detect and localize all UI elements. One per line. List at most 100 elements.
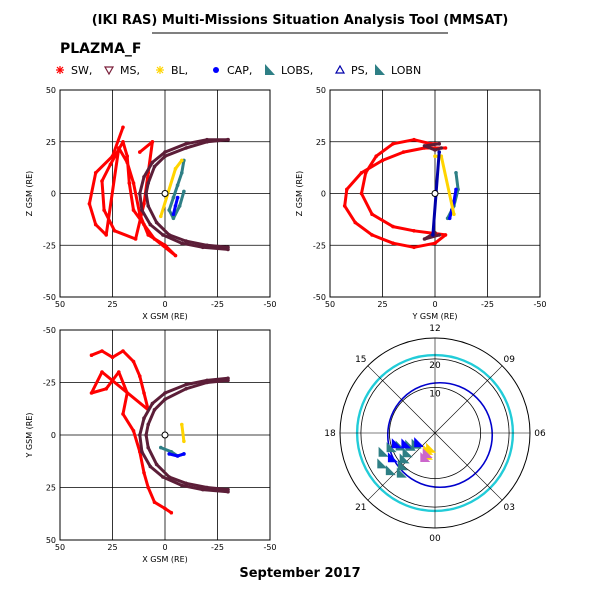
yz-x-tick-label: -25	[481, 300, 494, 309]
xy-series-0-point	[125, 391, 129, 395]
yz-series-0-point	[380, 158, 385, 163]
xy-series-0-point	[117, 370, 121, 374]
xz-series-0-point	[173, 253, 178, 258]
yz-series-0-point	[370, 212, 374, 216]
yz-series-1-point	[433, 148, 437, 152]
xz-series-0-point	[152, 237, 157, 241]
yz-series-0-point	[412, 137, 416, 142]
xy-series-0-point	[142, 391, 146, 395]
xz-y-tick-label: -25	[43, 241, 56, 250]
yz-series-3-point	[454, 171, 458, 175]
xy-series-0-point	[89, 353, 94, 358]
xz-series-4-point	[171, 212, 176, 216]
polar-clock-label: 00	[429, 534, 441, 544]
xy-series-0-point	[142, 471, 146, 475]
xz-series-5-point	[173, 166, 178, 171]
xz-series-0-point	[102, 208, 106, 212]
xy-x-tick-label: 50	[55, 543, 65, 552]
xy-series-4-point	[167, 452, 171, 456]
polar-series-0-point	[386, 442, 397, 453]
xy-series-0-point	[131, 429, 136, 433]
legend-item-4: LOBS,	[265, 64, 313, 77]
xy-series-2-point	[226, 376, 230, 381]
xz-series-0-point	[121, 125, 125, 130]
xz-series-0-point	[104, 233, 108, 237]
xz-series-2-point	[163, 150, 167, 154]
xy-series-1-point	[184, 387, 188, 391]
xy-panel: 50 25 0 -25 -50 -50 -25 0 25 50 X GSM (RE) Y GSM (R…	[25, 326, 277, 564]
polar-series-0-point	[396, 467, 407, 478]
xy-series-1-point	[146, 422, 150, 427]
date-label: September 2017	[239, 566, 360, 581]
xy-series-3-point	[159, 445, 163, 450]
xz-series-0-point	[131, 181, 136, 185]
yz-series-0-point	[391, 224, 395, 229]
yz-series-4-point	[447, 216, 452, 221]
xz-series-2-point	[150, 160, 155, 165]
yz-x-axis-title: Y GSM (RE)	[411, 312, 457, 321]
polar-clock-label: 06	[534, 429, 546, 439]
xy-x-tick-label: 25	[107, 543, 117, 552]
legend-symbol-wedge-4	[265, 64, 275, 75]
xy-series-2-point	[184, 382, 188, 387]
polar-clock-label: 15	[355, 355, 366, 365]
legend-item-0: SW,	[56, 64, 92, 77]
xy-series-1-point	[144, 433, 148, 437]
xz-series-0-point	[146, 233, 150, 237]
polar-series-1-point	[414, 437, 425, 448]
xz-series-2-point	[226, 247, 230, 252]
xy-series-0-point	[121, 349, 125, 353]
yz-series-0-point	[370, 233, 374, 237]
xy-series-2-point	[140, 450, 144, 454]
polar-series-0-point	[399, 453, 410, 464]
xz-series-0-point	[150, 140, 155, 144]
xz-series-0-point	[138, 212, 142, 216]
yz-series-6-point	[437, 150, 442, 154]
yz-y-axis-title: Z GSM (RE)	[295, 171, 304, 217]
xz-series-0-point	[100, 179, 104, 183]
xz-series-0-point	[112, 229, 117, 233]
legend-symbol-asterisk-2-3	[156, 66, 164, 74]
legend-symbol-asterisk-0-3	[56, 66, 64, 74]
yz-x-tick-label: 50	[325, 300, 335, 309]
xz-y-tick-label: 25	[46, 138, 56, 147]
xy-series-0-point	[121, 412, 125, 416]
xy-series-5-point	[180, 422, 184, 427]
legend-label-4: LOBS,	[281, 64, 313, 77]
xz-y-tick-label: 0	[51, 190, 56, 199]
xy-series-2-point	[205, 378, 209, 383]
yz-series-1-line	[423, 142, 443, 152]
xz-series-3-point	[171, 195, 176, 200]
legend-item-1: MS,	[103, 64, 140, 77]
xz-series-1-point	[154, 220, 159, 225]
xz-series-1-point	[146, 181, 150, 185]
xz-series-0-point	[125, 154, 129, 158]
xy-series-2-point	[150, 401, 155, 406]
xy-series-4-point	[182, 452, 186, 456]
xz-series-2-point	[138, 191, 142, 196]
xy-series-0-point	[146, 485, 150, 490]
xy-y-tick-label: -25	[43, 379, 56, 388]
xy-series-4-point	[175, 454, 180, 458]
xz-x-tick-label: -25	[211, 300, 224, 309]
xy-series-2-point	[138, 433, 142, 437]
polar-series-1-point	[387, 452, 398, 463]
polar-series-0-point	[385, 465, 396, 476]
yz-series-0-point	[401, 150, 406, 154]
xz-series-0-point	[110, 154, 115, 158]
xz-series-3-point	[182, 189, 186, 194]
yz-series-0-point	[443, 233, 448, 237]
yz-y-tick-label: 50	[316, 86, 326, 95]
xz-series-1-point	[152, 164, 157, 169]
yz-series-2-point	[437, 233, 442, 237]
polar-ring-label: 10	[429, 389, 441, 399]
yz-series-1-point	[437, 142, 442, 146]
xz-series-0-point	[117, 146, 121, 150]
legend-symbol-circle-3	[213, 67, 219, 73]
polar-series-0-point	[402, 447, 413, 458]
polar-series-1-point	[391, 438, 402, 449]
xz-series-0-point	[127, 181, 132, 185]
yz-y-tick-label: -25	[313, 241, 326, 250]
yz-y-tick-label: 0	[321, 190, 326, 199]
xz-series-2-point	[226, 137, 230, 142]
